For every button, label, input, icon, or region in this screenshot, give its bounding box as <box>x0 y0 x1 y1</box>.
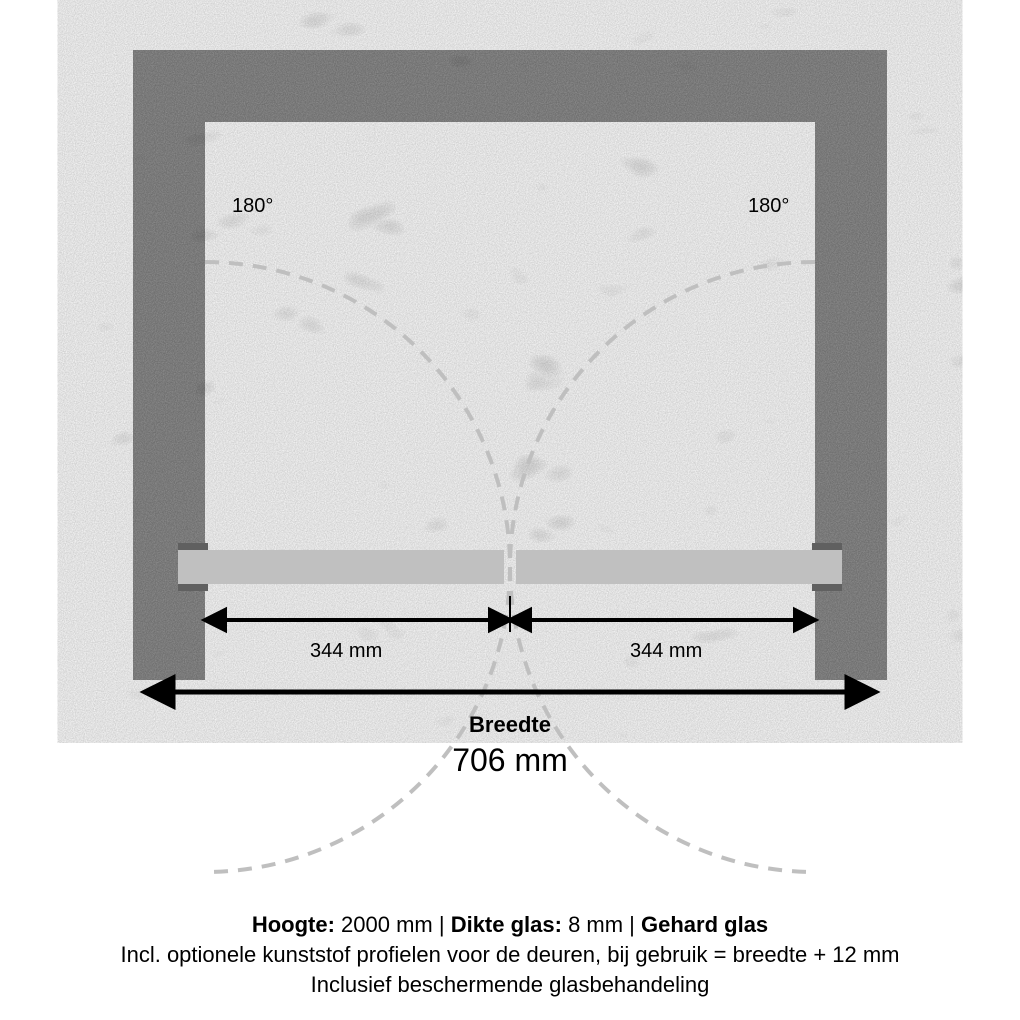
inner-dim-left-label: 344 mm <box>310 640 382 663</box>
spec-line-1: Hoogte: 2000 mm | Dikte glas: 8 mm | Geh… <box>0 912 1020 938</box>
outer-dim-value: 706 mm <box>0 742 1020 779</box>
outer-dim-title: Breedte <box>0 712 1020 738</box>
inner-dim-right-label: 344 mm <box>630 640 702 663</box>
angle-label-right: 180° <box>748 195 789 218</box>
angle-label-left: 180° <box>232 195 273 218</box>
spec-line-3: Inclusief beschermende glasbehandeling <box>0 972 1020 998</box>
wall-frame <box>133 50 887 680</box>
diagram-canvas <box>0 0 1020 1020</box>
outer-dimension-arrow <box>145 678 875 706</box>
spec-line-2: Incl. optionele kunststof profielen voor… <box>0 942 1020 968</box>
